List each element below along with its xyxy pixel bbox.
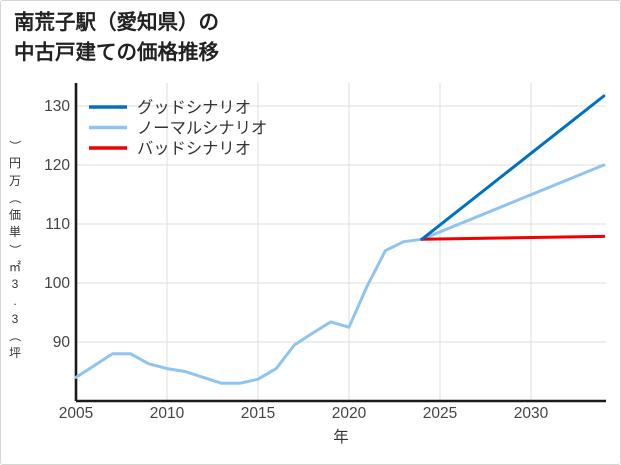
svg-text:110: 110	[45, 216, 70, 233]
svg-text:130: 130	[44, 98, 70, 115]
svg-text:ノーマルシナリオ: ノーマルシナリオ	[137, 120, 267, 138]
svg-text:90: 90	[53, 334, 71, 351]
svg-text:南荒子駅（愛知県）の: 南荒子駅（愛知県）の	[14, 10, 219, 34]
svg-text:年: 年	[333, 428, 349, 446]
svg-text:グッドシナリオ: グッドシナリオ	[137, 99, 251, 117]
svg-text:100: 100	[44, 275, 70, 292]
svg-text:120: 120	[44, 157, 70, 174]
svg-text:中古戸建ての価格推移: 中古戸建ての価格推移	[14, 40, 219, 64]
svg-text:2025: 2025	[423, 405, 457, 422]
svg-text:2010: 2010	[150, 405, 185, 422]
svg-text:2015: 2015	[241, 405, 275, 422]
svg-text:2030: 2030	[514, 405, 549, 422]
svg-text:2005: 2005	[59, 405, 93, 422]
svg-text:バッドシナリオ: バッドシナリオ	[137, 140, 251, 158]
svg-text:2020: 2020	[332, 405, 367, 422]
